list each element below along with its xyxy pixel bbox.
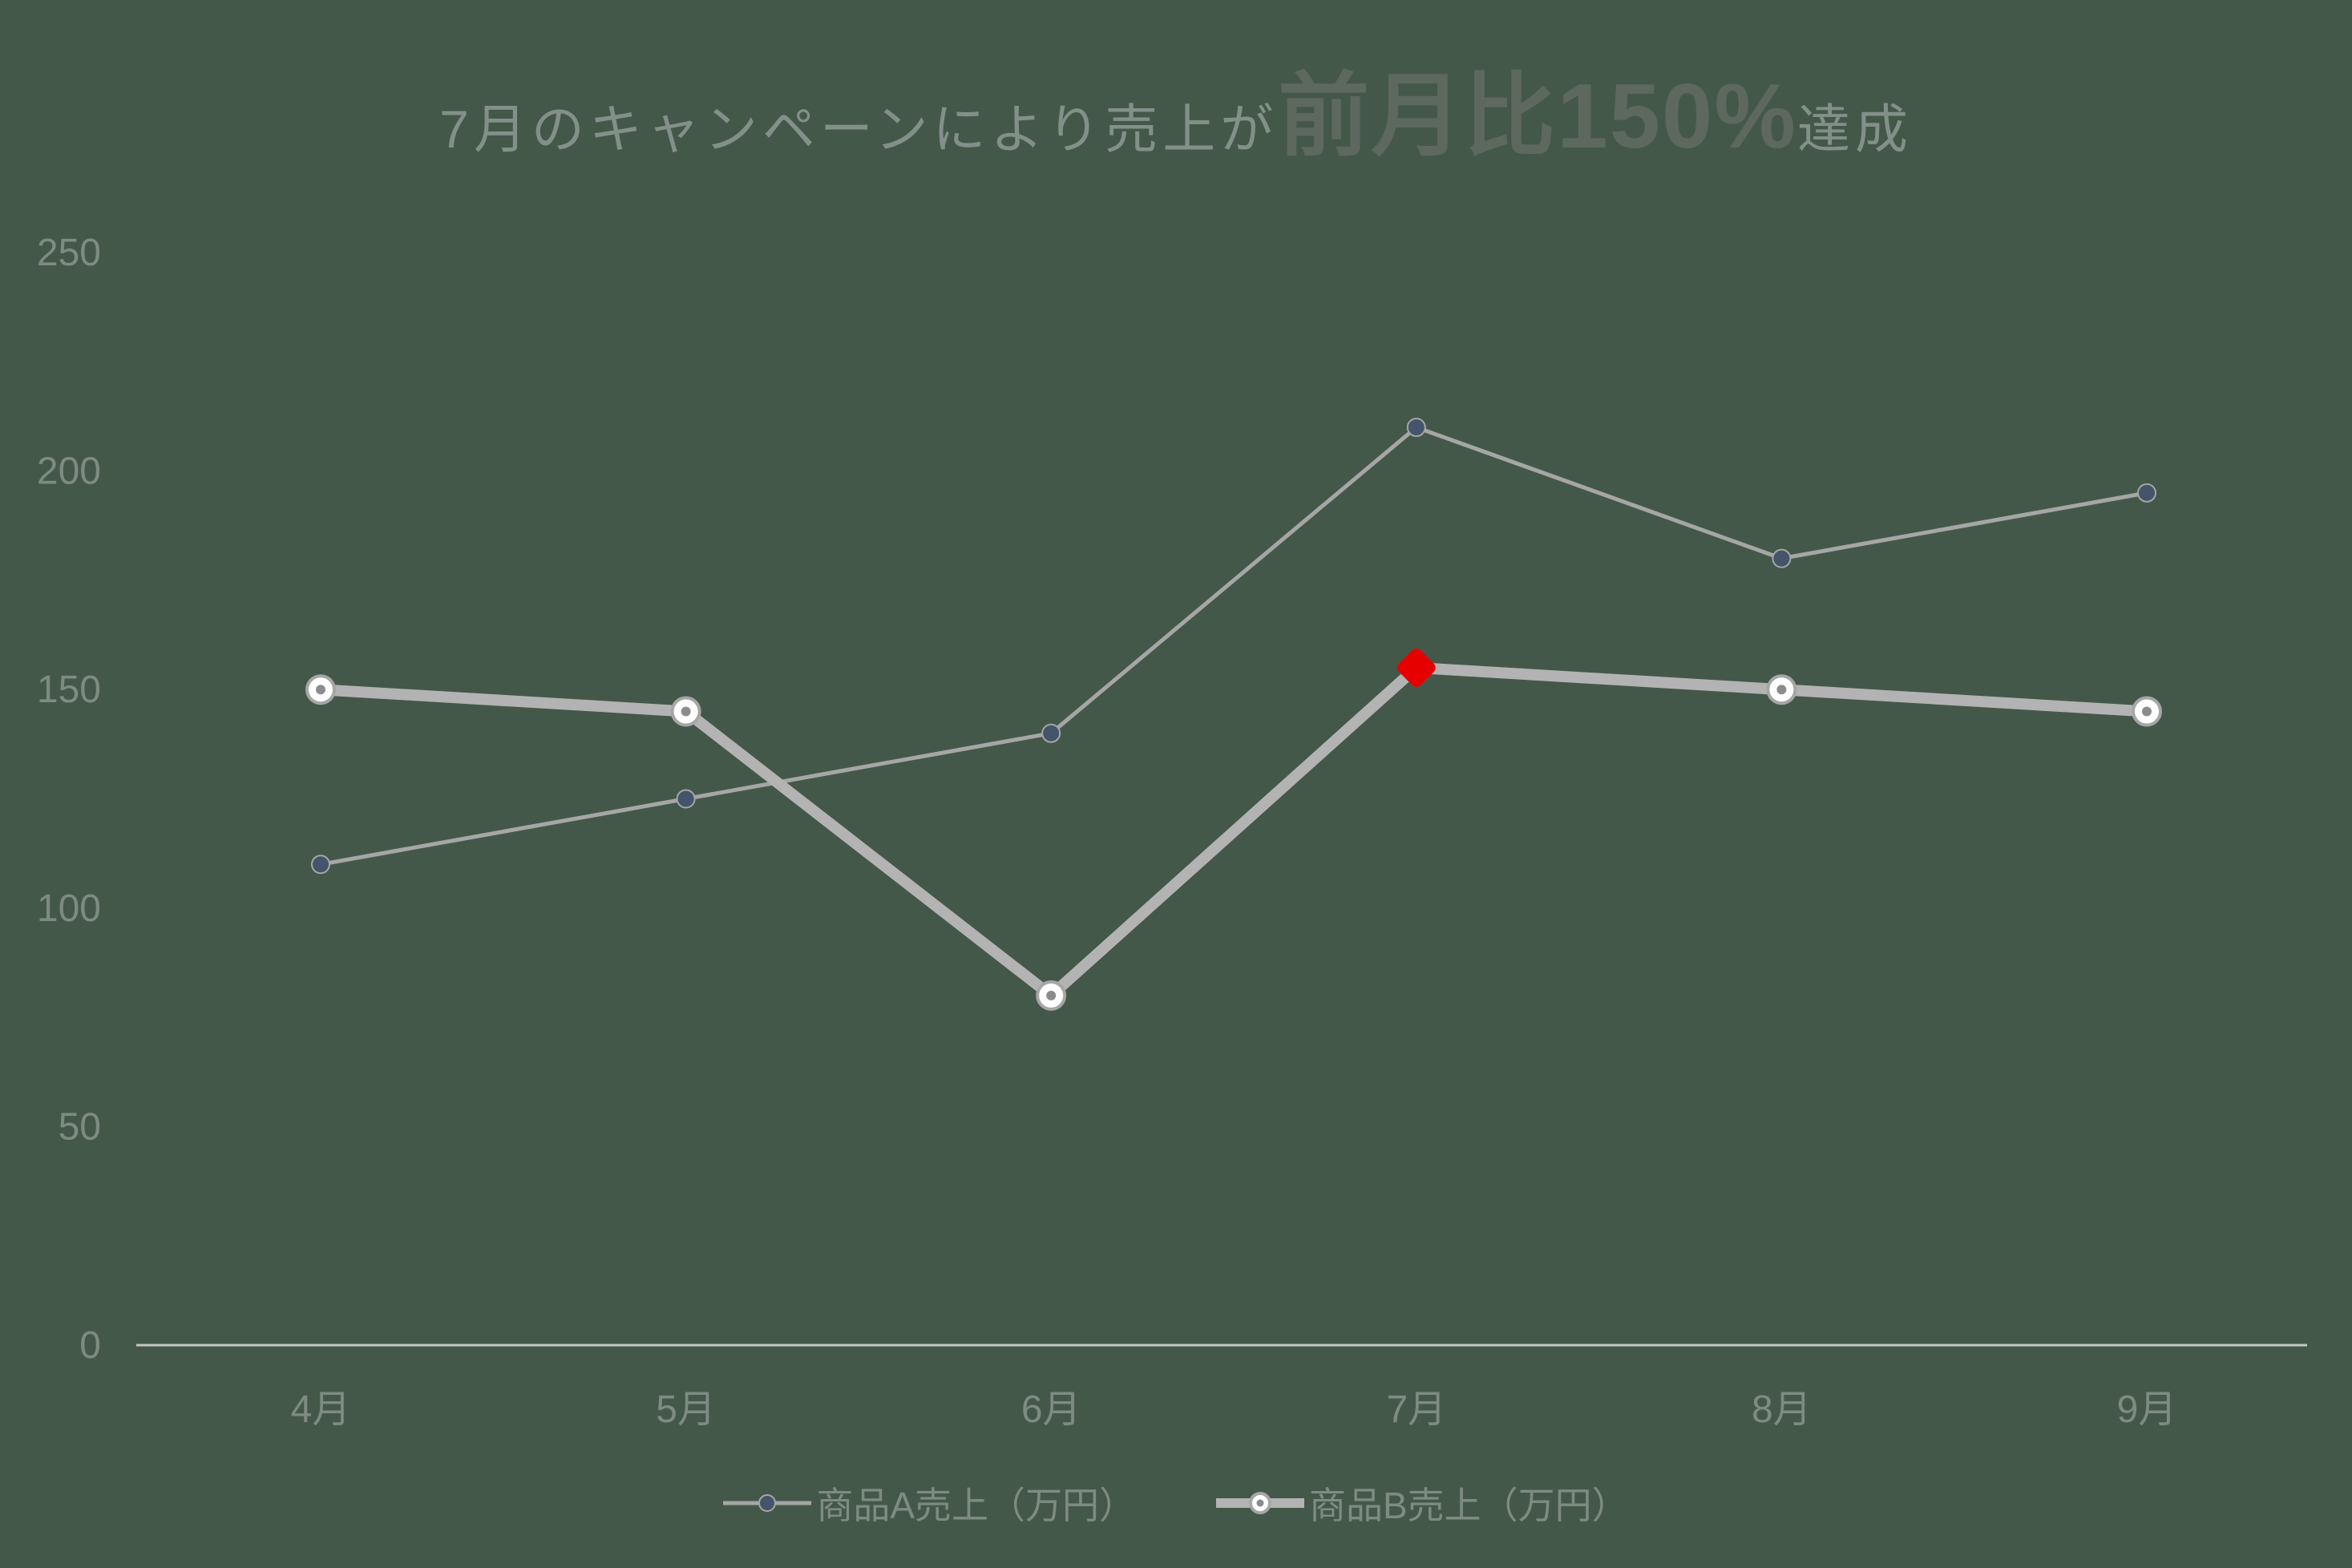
chart-legend: 商品A売上（万円） 商品B売上（万円） [0, 1477, 2352, 1530]
chart-title: 7月のキャンペーンにより売上が 前月比150% 達成 [0, 42, 2352, 174]
series-b-legend-label: 商品B売上（万円） [1309, 1485, 1629, 1526]
x-axis-tick-label: 7月 [1386, 1388, 1446, 1431]
x-axis-tick-label: 4月 [291, 1388, 351, 1431]
highlight-marker [1396, 648, 1436, 687]
legend-item-series-b: 商品B売上（万円） [1216, 1477, 1629, 1530]
x-axis-tick-label: 8月 [1752, 1388, 1812, 1431]
chart-title-emphasis: 前月比150% [1278, 66, 1797, 168]
chart-title-suffix: 達成 [1796, 99, 1913, 159]
series-b-line [320, 661, 2148, 1001]
series-b-marker-dot [1046, 990, 1057, 1000]
series-a-marker [1406, 418, 1426, 438]
series-a-legend-label: 商品A売上（万円） [816, 1485, 1136, 1526]
x-axis-tick-label: 9月 [2117, 1388, 2177, 1431]
series-b-marker-dot [316, 685, 325, 695]
series-a-line [320, 425, 2148, 867]
x-axis-tick-label: 5月 [656, 1388, 716, 1431]
series-a-marker [676, 789, 696, 809]
series-a-marker [311, 855, 330, 875]
x-axis-tick-label: 6月 [1021, 1388, 1081, 1431]
chart-title-prefix: 7月のキャンペーンにより売上が [439, 99, 1279, 159]
series-b-marker-dot [681, 706, 691, 717]
y-axis-tick-label: 50 [59, 1105, 101, 1148]
y-axis-tick-label: 250 [37, 232, 101, 274]
y-axis-tick-label: 150 [37, 669, 101, 711]
series-a-marker [1772, 548, 1792, 568]
y-axis-tick-label: 200 [37, 451, 101, 493]
series-b-legend-marker-icon [1216, 1492, 1304, 1514]
series-a-marker [1041, 723, 1061, 743]
legend-item-series-a: 商品A売上（万円） [723, 1477, 1136, 1530]
y-axis-tick-label: 100 [37, 887, 101, 930]
series-a-marker [2137, 483, 2156, 503]
y-axis-tick-label: 0 [79, 1324, 101, 1367]
series-b-marker-dot [2142, 706, 2152, 717]
series-b-marker-dot [1776, 685, 1787, 695]
series-a-legend-marker-icon [723, 1494, 812, 1512]
